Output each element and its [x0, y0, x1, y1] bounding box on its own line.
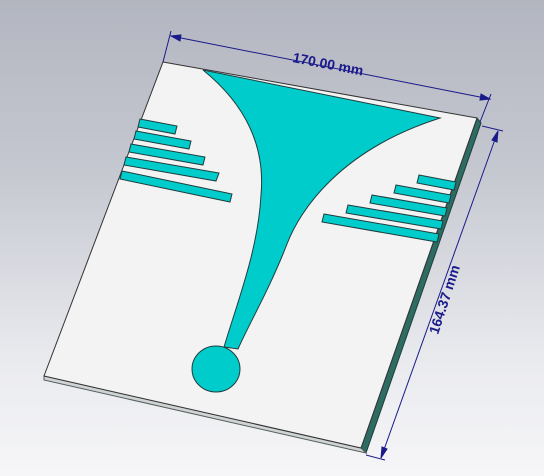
height-dimension-line	[380, 130, 499, 459]
flared-taper-patch	[202, 69, 442, 350]
width-dimension-line	[170, 35, 491, 100]
width-arrow-right	[479, 93, 492, 101]
right-strip-1	[416, 174, 457, 191]
height-extension-bottom	[365, 454, 386, 461]
right-strip-group[interactable]	[321, 174, 457, 243]
left-strip-4	[123, 156, 220, 182]
right-strip-4	[345, 204, 444, 230]
left-strip-3	[128, 143, 206, 166]
height-dimension	[365, 125, 504, 461]
left-strip-group[interactable]	[119, 118, 233, 203]
antenna-metal[interactable]	[191, 69, 442, 393]
width-extension-left	[162, 30, 172, 63]
height-extension-top	[481, 125, 504, 132]
height-arrow-top	[491, 130, 499, 143]
right-strip-5	[321, 213, 440, 243]
left-strip-5	[119, 170, 233, 203]
left-strip-1	[137, 118, 178, 135]
width-dimension	[162, 30, 492, 123]
feed-disc	[191, 345, 241, 393]
left-strip-2	[133, 130, 192, 150]
width-dimension-label: 170.00 mm	[291, 49, 364, 78]
width-arrow-left	[169, 34, 182, 42]
height-dimension-label: 164.37 mm	[426, 263, 463, 336]
right-strip-2	[393, 184, 452, 204]
height-arrow-bottom	[380, 446, 388, 459]
right-strip-3	[369, 194, 448, 217]
